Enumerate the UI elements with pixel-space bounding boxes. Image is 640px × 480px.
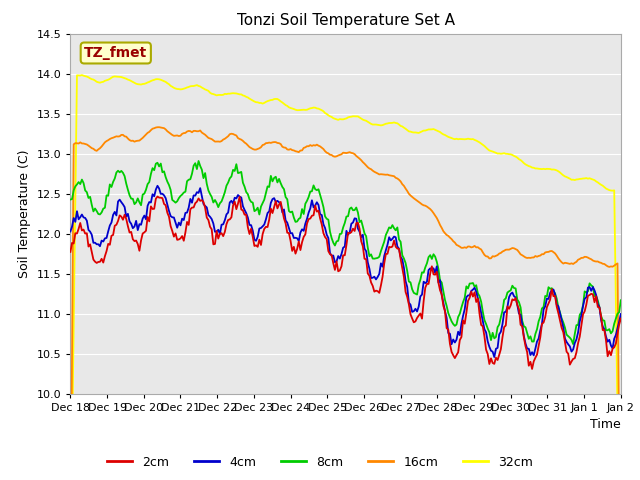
- X-axis label: Time: Time: [590, 418, 621, 431]
- Y-axis label: Soil Temperature (C): Soil Temperature (C): [18, 149, 31, 278]
- Legend: 2cm, 4cm, 8cm, 16cm, 32cm: 2cm, 4cm, 8cm, 16cm, 32cm: [102, 451, 538, 474]
- Text: TZ_fmet: TZ_fmet: [84, 46, 147, 60]
- Title: Tonzi Soil Temperature Set A: Tonzi Soil Temperature Set A: [237, 13, 454, 28]
